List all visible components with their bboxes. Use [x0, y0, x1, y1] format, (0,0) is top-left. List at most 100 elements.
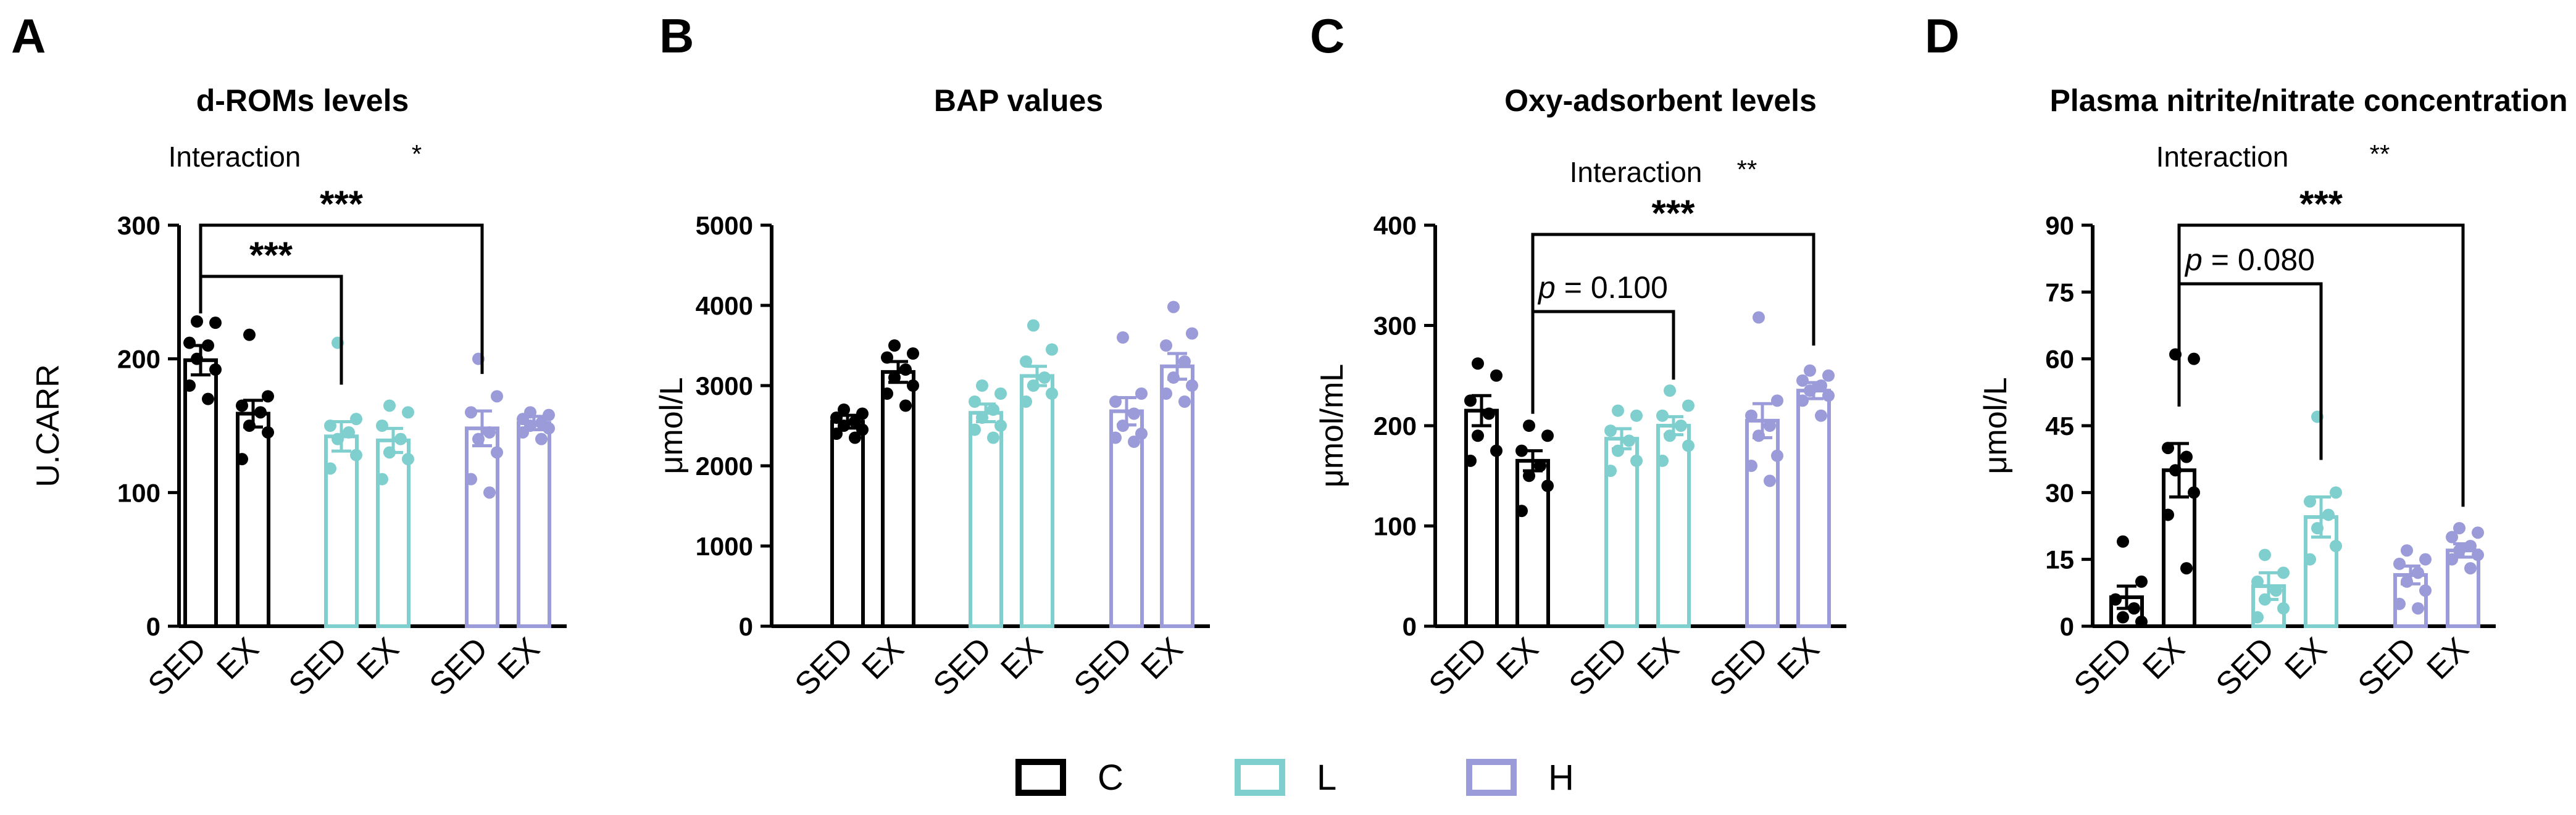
- x-tick-label: EX: [1630, 631, 1686, 686]
- data-point: [2472, 526, 2484, 539]
- data-point: [1109, 431, 1122, 444]
- data-point: [491, 390, 503, 403]
- data-point: [1027, 379, 1040, 392]
- data-point: [331, 432, 344, 445]
- y-tick-label: 300: [117, 211, 160, 240]
- data-point: [1753, 429, 1765, 442]
- data-point: [1604, 465, 1617, 478]
- data-point: [209, 363, 222, 376]
- data-point: [2393, 557, 2406, 570]
- significance-stars: ***: [249, 234, 293, 276]
- data-point: [1186, 379, 1198, 392]
- data-point: [236, 399, 248, 412]
- data-point: [1541, 479, 1554, 492]
- data-point: [2446, 531, 2458, 544]
- y-tick-label: 0: [146, 612, 160, 641]
- data-point: [2393, 597, 2406, 610]
- data-point: [1020, 395, 1032, 408]
- x-tick-label: SED: [2351, 631, 2424, 703]
- data-point: [2401, 544, 2413, 557]
- x-tick-label: EX: [1490, 631, 1545, 686]
- chart-title: Oxy-adsorbent levels: [1504, 83, 1817, 118]
- data-point: [1745, 460, 1757, 472]
- data-point: [830, 428, 843, 440]
- data-point: [2304, 553, 2316, 566]
- y-axis-label: μmol/mL: [1314, 364, 1350, 487]
- data-point: [2330, 540, 2342, 552]
- data-point: [1515, 444, 1528, 457]
- data-point: [2188, 352, 2200, 365]
- data-point: [856, 423, 869, 436]
- data-point: [1178, 355, 1191, 368]
- y-tick-label: 4000: [696, 291, 753, 320]
- legend-label-L: L: [1317, 758, 1336, 798]
- data-point: [1046, 343, 1058, 356]
- chart-title: BAP values: [934, 83, 1103, 118]
- data-point: [1160, 339, 1172, 352]
- data-point: [1472, 429, 1484, 442]
- significance-stars: ***: [2299, 183, 2343, 225]
- y-tick-label: 100: [1373, 512, 1417, 541]
- data-point: [1604, 424, 1617, 437]
- bar-ex-H: [1796, 389, 1831, 628]
- data-point: [183, 336, 196, 349]
- bar-ex-L: [1020, 374, 1054, 629]
- data-point: [976, 412, 988, 424]
- data-point: [236, 453, 248, 466]
- legend-swatch-H: [1466, 759, 1517, 796]
- data-point: [1771, 449, 1783, 462]
- data-point: [2251, 575, 2264, 588]
- x-tick-label: SED: [282, 631, 354, 703]
- data-point: [472, 432, 485, 445]
- data-point: [1135, 428, 1148, 440]
- interaction-label: Interaction: [169, 141, 301, 173]
- data-point: [402, 406, 414, 419]
- chart-panel-D: D Plasma nitrite/nitrate concentration 0 15…: [1925, 9, 2568, 703]
- data-point: [1541, 429, 1554, 442]
- panel-letter: B: [659, 9, 694, 63]
- data-point: [2180, 450, 2193, 463]
- bar-ex-C: [236, 412, 270, 628]
- data-point: [1464, 454, 1477, 467]
- data-point: [2453, 522, 2466, 535]
- data-point: [2446, 553, 2458, 566]
- interaction-label: Interaction: [1570, 156, 1703, 188]
- x-tick-label: EX: [491, 631, 546, 686]
- x-tick-label: EX: [855, 631, 911, 686]
- data-point: [2277, 602, 2290, 615]
- data-point: [2453, 544, 2466, 557]
- data-point: [1630, 454, 1643, 467]
- data-point: [394, 432, 407, 445]
- data-point: [191, 352, 203, 365]
- data-point: [2472, 548, 2484, 561]
- significance-bracket: [199, 275, 343, 385]
- data-point: [2109, 593, 2122, 606]
- data-point: [1186, 327, 1198, 340]
- data-point: [2304, 495, 2316, 508]
- data-point: [1027, 319, 1040, 332]
- data-point: [183, 379, 196, 392]
- data-point: [2401, 575, 2413, 588]
- data-point: [1109, 395, 1122, 408]
- data-point: [1804, 384, 1816, 397]
- data-point: [830, 412, 843, 424]
- data-point: [1822, 369, 1835, 382]
- data-point: [1623, 434, 1635, 447]
- x-tick-label: EX: [994, 631, 1049, 686]
- data-point: [209, 316, 222, 329]
- data-point: [969, 423, 981, 436]
- legend-swatch-C: [1015, 759, 1066, 796]
- y-tick-label: 60: [2045, 345, 2074, 374]
- data-point: [535, 432, 548, 445]
- data-point: [2311, 522, 2324, 535]
- data-point: [1815, 379, 1827, 392]
- data-point: [1682, 399, 1694, 412]
- data-point: [465, 406, 477, 419]
- data-point: [376, 473, 388, 486]
- data-point: [1675, 420, 1687, 432]
- data-point: [1490, 444, 1503, 457]
- significance-stars: ***: [1651, 192, 1695, 234]
- significance-label: p = 0.100: [1537, 270, 1668, 305]
- data-point: [1135, 387, 1148, 400]
